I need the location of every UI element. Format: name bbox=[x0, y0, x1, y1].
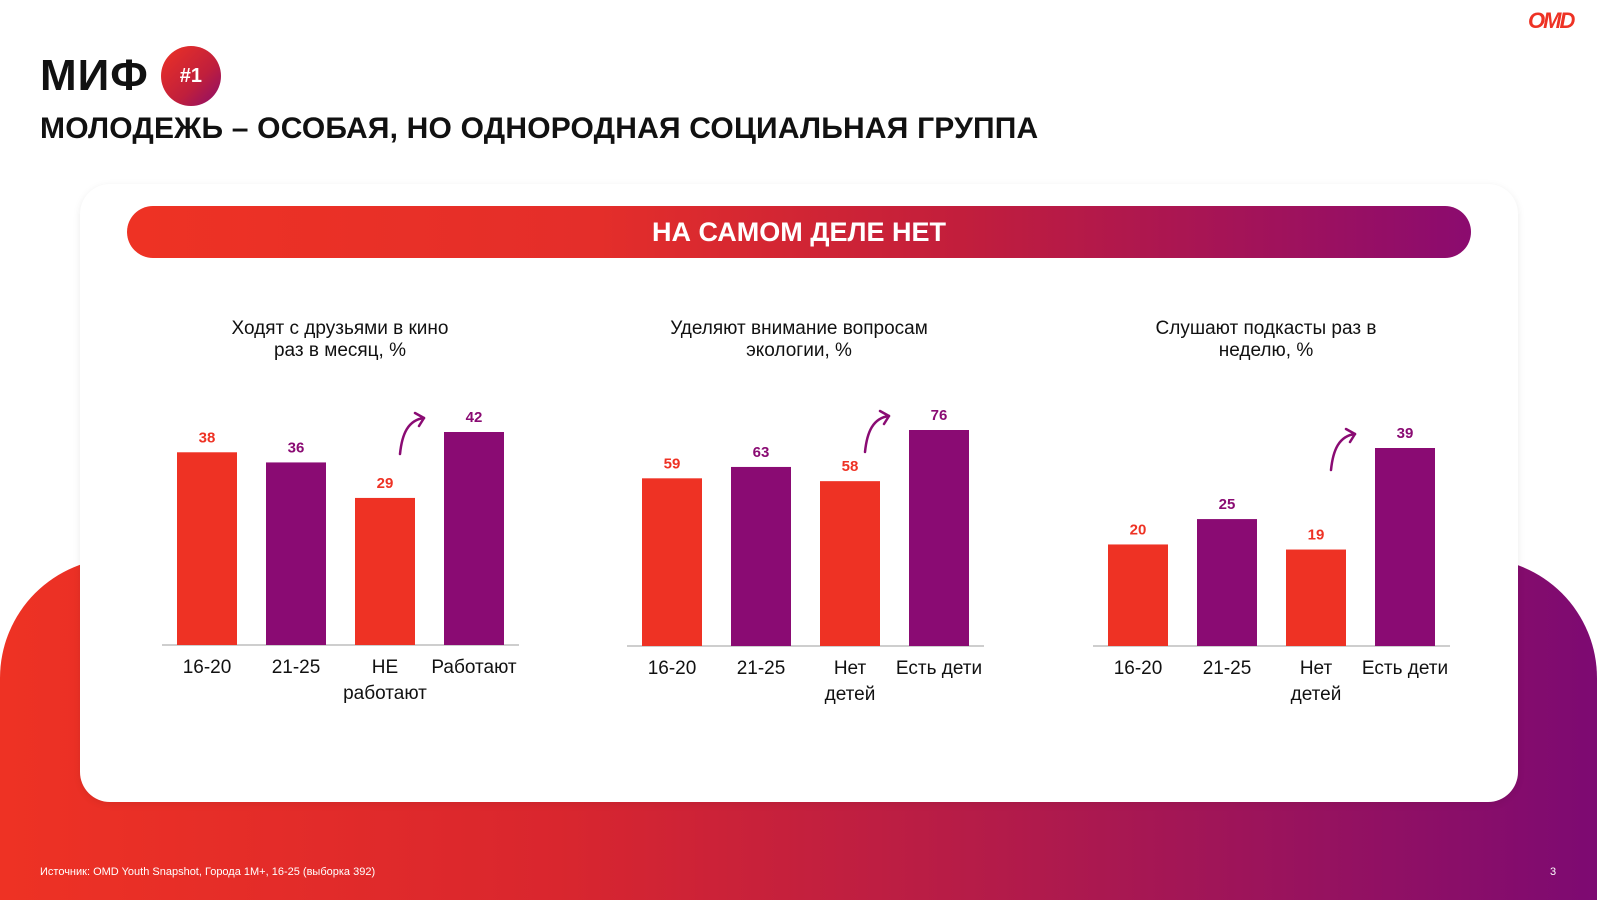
chart-3-title-line-2: неделю, % bbox=[1218, 340, 1314, 361]
chart-3-value-label-1: 20 bbox=[1130, 521, 1147, 538]
chart-3-bar-2 bbox=[1197, 519, 1257, 646]
chart-1-category-label-4: Работают bbox=[431, 657, 517, 678]
chart-2-value-label-2: 63 bbox=[753, 444, 770, 461]
chart-3-value-label-2: 25 bbox=[1219, 496, 1236, 513]
chart-3-bar-4 bbox=[1375, 448, 1435, 646]
chart-3-category-label-2: 21-25 bbox=[1203, 658, 1252, 679]
chart-3-growth-arrow bbox=[1329, 432, 1357, 472]
chart-1-bar-2 bbox=[266, 462, 326, 645]
banner-answer: НА САМОМ ДЕЛЕ НЕТ bbox=[127, 206, 1471, 258]
chart-2-title-line-2: экологии, % bbox=[746, 340, 852, 361]
page-subtitle: МОЛОДЕЖЬ – ОСОБАЯ, НО ОДНОРОДНАЯ СОЦИАЛЬ… bbox=[40, 112, 1039, 145]
myth-header: МИФ #1 bbox=[40, 46, 221, 106]
chart-1-category-label-3-line-2: работают bbox=[343, 683, 427, 704]
chart-1-title: Ходят с друзьями в кино раз в месяц, % bbox=[150, 318, 530, 362]
myth-title: МИФ bbox=[40, 51, 149, 100]
chart-1-bar-4 bbox=[444, 432, 504, 645]
chart-1-value-label-1: 38 bbox=[199, 429, 216, 446]
chart-2-value-label-4: 76 bbox=[931, 407, 948, 424]
chart-2-growth-arrow bbox=[863, 414, 891, 454]
chart-1-category-label-3-line-1: НЕ bbox=[372, 657, 398, 678]
chart-2-category-label-2: 21-25 bbox=[737, 658, 786, 679]
chart-2-bar-2 bbox=[731, 466, 791, 646]
chart-1-title-line-1: Ходят с друзьями в кино bbox=[231, 318, 449, 339]
chart-3-title: Слушают подкасты раз в неделю, % bbox=[1076, 318, 1456, 362]
chart-3-category-label-1: 16-20 bbox=[1114, 658, 1163, 679]
chart-3-growth-arrow-head bbox=[1344, 427, 1357, 444]
chart-3-bar-1 bbox=[1108, 544, 1168, 646]
chart-1-title-line-2: раз в месяц, % bbox=[273, 340, 407, 361]
chart-3-category-label-4: Есть дети bbox=[1362, 658, 1448, 679]
chart-2-category-label-4: Есть дети bbox=[896, 658, 982, 679]
chart-1-value-label-4: 42 bbox=[466, 409, 483, 426]
chart-2-bar-4 bbox=[909, 430, 969, 646]
chart-3-value-label-4: 39 bbox=[1397, 425, 1414, 442]
chart-2-category-label-3-line-2: детей bbox=[825, 684, 876, 705]
chart-1-value-label-2: 36 bbox=[288, 439, 305, 456]
chart-3-category-label-3-line-2: детей bbox=[1291, 684, 1342, 705]
chart-1-category-label-1: 16-20 bbox=[183, 657, 232, 678]
chart-1-bar-1 bbox=[177, 452, 237, 645]
chart-3-value-label-3: 19 bbox=[1308, 527, 1325, 544]
myth-number-badge: #1 bbox=[160, 46, 221, 106]
chart-1-bar-3 bbox=[355, 497, 415, 645]
chart-3-category-label-3-line-1: Нет bbox=[1300, 658, 1333, 679]
chart-2-bar-1 bbox=[642, 478, 702, 646]
chart-1-growth-arrow-head bbox=[413, 411, 426, 428]
chart-1-category-label-2: 21-25 bbox=[272, 657, 321, 678]
chart-2-title: Уделяют внимание вопросам экологии, % bbox=[609, 318, 989, 362]
chart-2-value-label-1: 59 bbox=[664, 455, 681, 472]
chart-2-category-label-3-line-1: Нет bbox=[834, 658, 867, 679]
page-number: 3 bbox=[1550, 866, 1557, 878]
chart-3-title-line-1: Слушают подкасты раз в bbox=[1155, 318, 1377, 339]
footer-source: Источник: OMD Youth Snapshot, Города 1М+… bbox=[40, 866, 376, 878]
chart-1-value-label-3: 29 bbox=[377, 475, 394, 492]
chart-2-bar-3 bbox=[820, 481, 880, 646]
chart-3-bar-3 bbox=[1286, 549, 1346, 646]
chart-1-growth-arrow bbox=[398, 416, 426, 456]
chart-2-value-label-3: 58 bbox=[842, 458, 859, 475]
omd-logo: OMD bbox=[1528, 8, 1575, 33]
chart-2-title-line-1: Уделяют внимание вопросам bbox=[670, 318, 928, 339]
chart-2-growth-arrow-head bbox=[878, 409, 891, 426]
chart-2-category-label-1: 16-20 bbox=[648, 658, 697, 679]
